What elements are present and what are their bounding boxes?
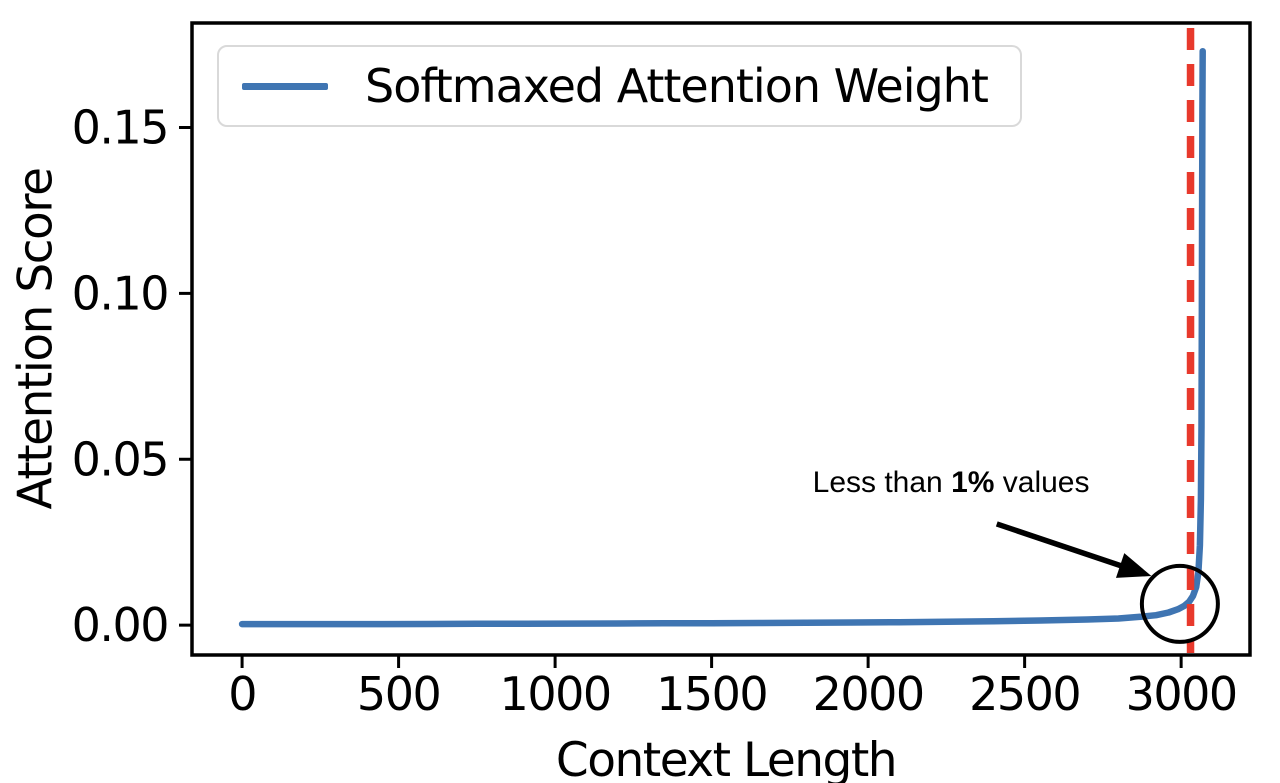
x-axis-tick-label: 1500	[656, 667, 767, 721]
legend: Softmaxed Attention Weight	[217, 45, 1022, 127]
y-axis-tick-label: 0.05	[72, 432, 168, 486]
y-axis-tick-label: 0.15	[72, 101, 168, 155]
y-axis-tick-label: 0.00	[72, 598, 168, 652]
annotation-arrow-head	[1115, 553, 1152, 578]
annotation-text: Less than 1% values	[813, 466, 1090, 500]
annotation-text-suffix: values	[994, 465, 1090, 499]
x-axis-tick-label: 3000	[1126, 667, 1237, 721]
annotation-text-prefix: Less than	[812, 465, 952, 499]
y-axis-label: Attention Score	[8, 168, 64, 510]
legend-line-sample	[242, 82, 328, 90]
annotation-circle	[1139, 563, 1220, 644]
x-axis-tick-label: 2500	[969, 667, 1080, 721]
x-axis-tick-label: 2000	[813, 667, 924, 721]
annotation-text-bold: 1%	[951, 465, 995, 499]
x-axis-tick-label: 500	[357, 667, 440, 721]
plot-border	[190, 21, 1252, 657]
x-axis-tick-label: 0	[228, 667, 256, 721]
annotation-arrow-shaft	[995, 521, 1123, 569]
attention-weight-line	[238, 47, 1206, 628]
x-axis-tick-label: 1000	[500, 667, 611, 721]
x-axis-label: Context Length	[555, 733, 898, 783]
y-axis-tick-label: 0.10	[72, 266, 168, 320]
legend-label: Softmaxed Attention Weight	[365, 59, 989, 113]
